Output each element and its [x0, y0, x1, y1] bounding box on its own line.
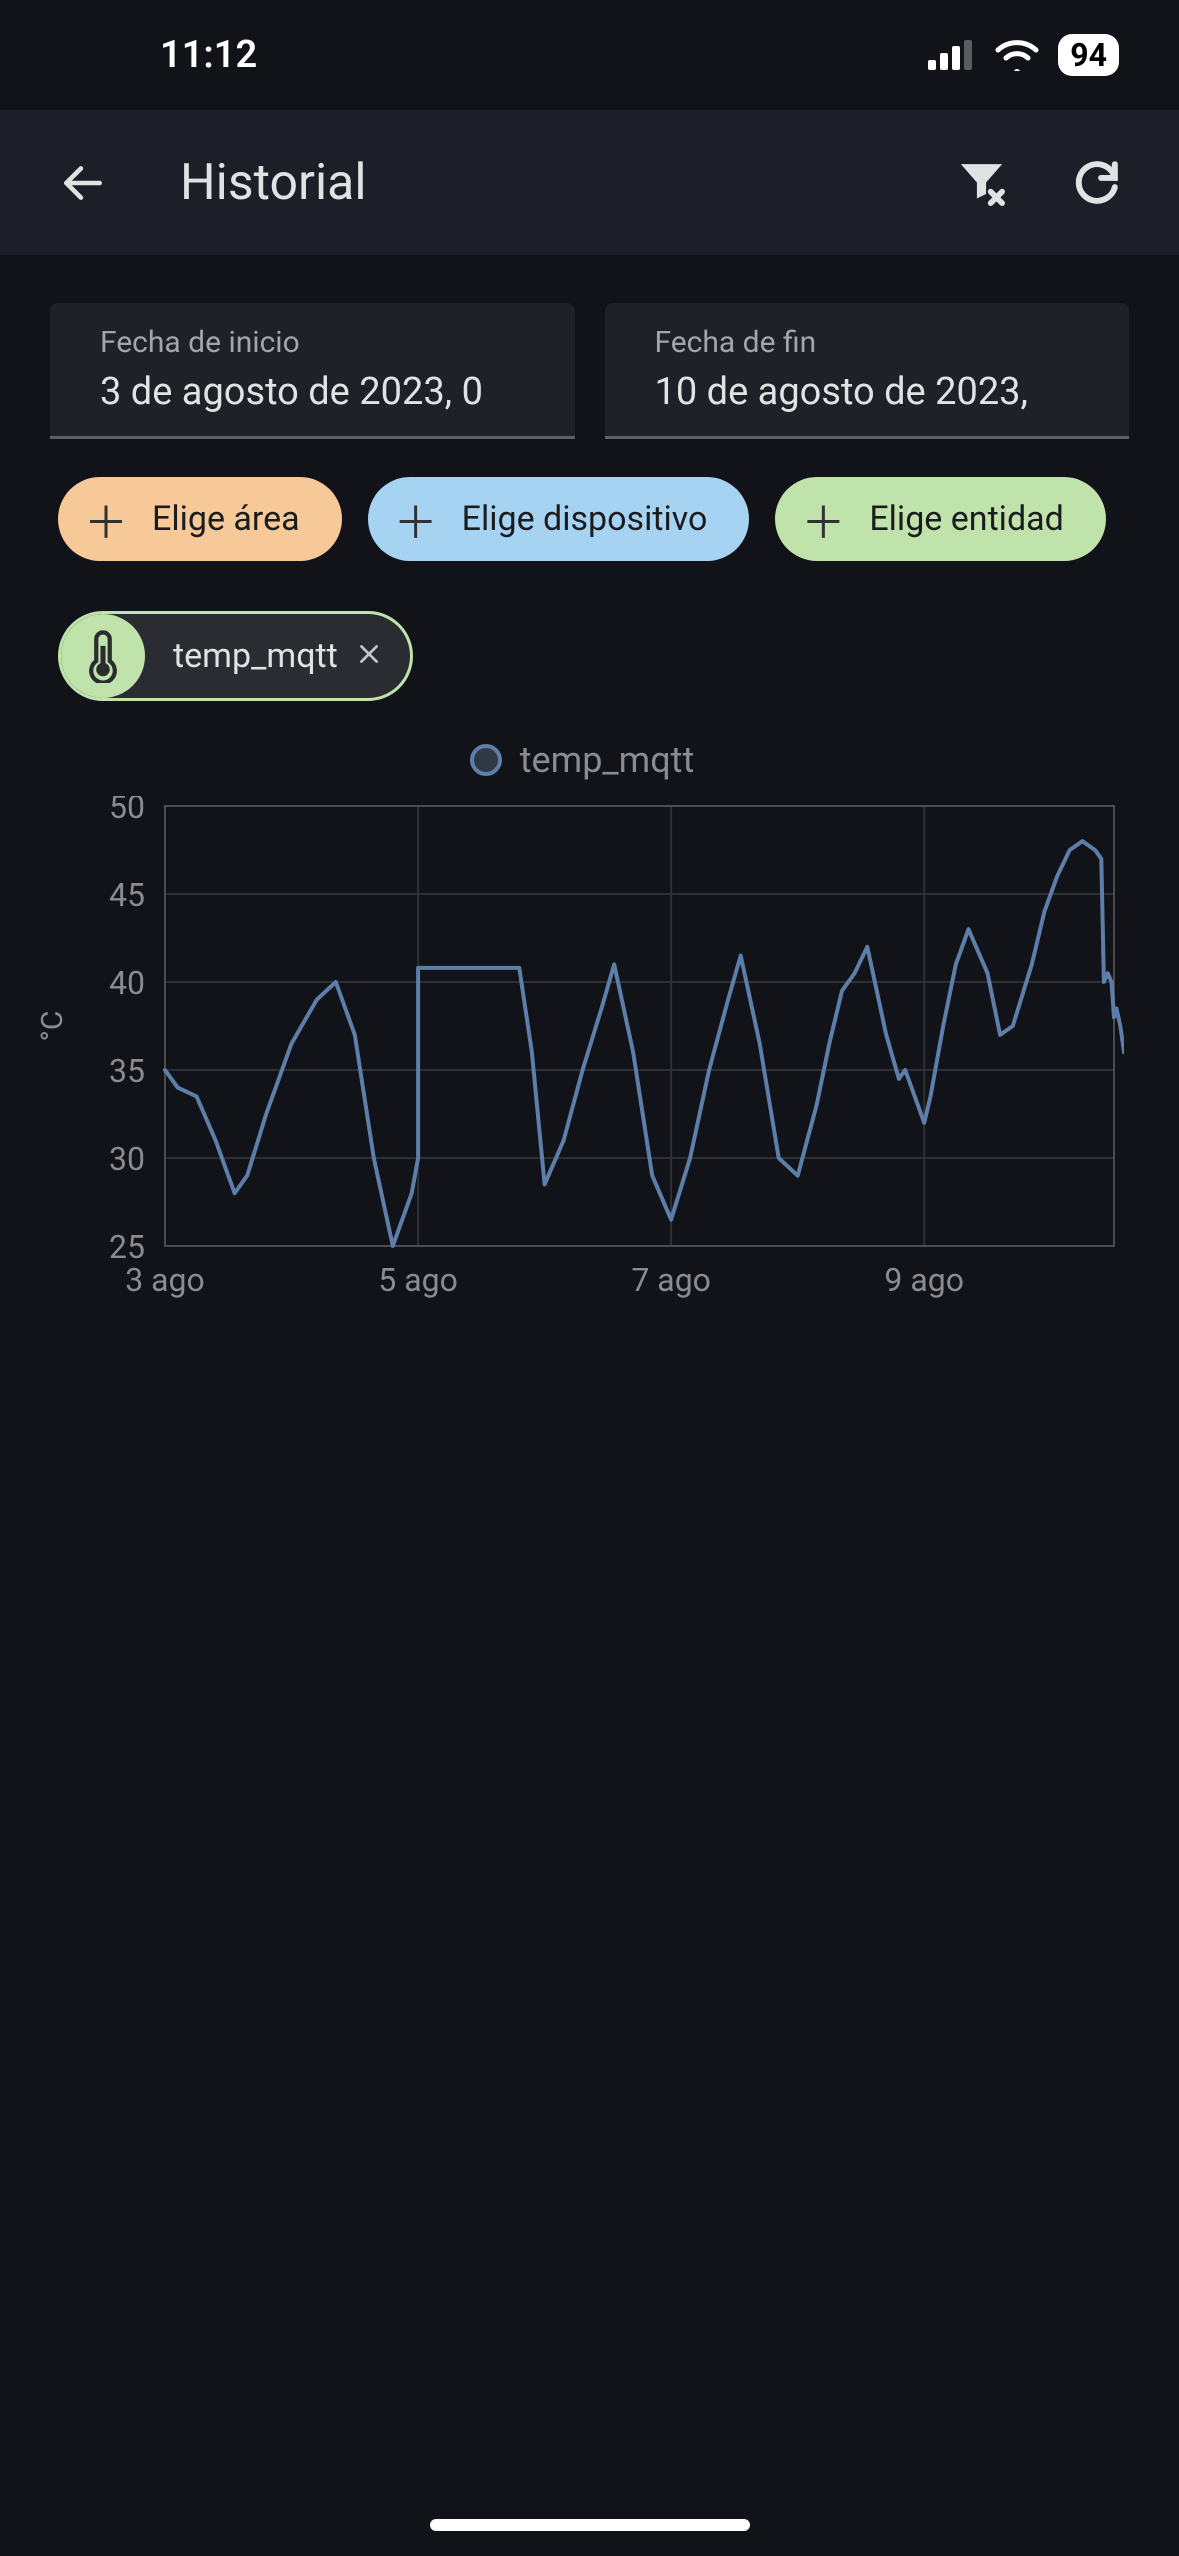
selected-entity-pill[interactable]: temp_mqtt — [58, 611, 413, 701]
add-area-chip[interactable]: ＋ Elige área — [58, 477, 342, 561]
start-date-field[interactable]: Fecha de inicio 3 de agosto de 2023, 0 — [50, 303, 575, 439]
add-entity-chip[interactable]: ＋ Elige entidad — [775, 477, 1105, 561]
app-header: Historial — [0, 110, 1179, 255]
start-date-value: 3 de agosto de 2023, 0 — [100, 370, 545, 414]
status-time: 11:12 — [160, 33, 257, 77]
back-button[interactable] — [55, 155, 110, 210]
date-range-row: Fecha de inicio 3 de agosto de 2023, 0 F… — [0, 255, 1179, 439]
plus-icon: ＋ — [84, 487, 128, 551]
wifi-icon — [994, 39, 1040, 71]
filter-chips: ＋ Elige área ＋ Elige dispositivo ＋ Elige… — [0, 439, 1179, 561]
add-entity-label: Elige entidad — [869, 499, 1063, 539]
svg-text:3 ago: 3 ago — [125, 1261, 205, 1299]
legend-label: temp_mqtt — [520, 739, 694, 781]
svg-text:30: 30 — [109, 1140, 145, 1178]
battery-level: 94 — [1058, 34, 1119, 76]
add-area-label: Elige área — [152, 499, 300, 539]
svg-text:35: 35 — [109, 1052, 145, 1090]
status-bar: 11:12 94 — [0, 0, 1179, 110]
legend-marker — [470, 744, 502, 776]
end-date-label: Fecha de fin — [655, 325, 1100, 360]
plus-icon: ＋ — [394, 487, 438, 551]
chart-wrapper: temp_mqtt 2530354045503 ago5 ago7 ago9 a… — [0, 701, 1179, 1306]
plus-icon: ＋ — [801, 487, 845, 551]
filter-clear-button[interactable] — [954, 155, 1009, 210]
selected-entities: temp_mqtt — [0, 561, 1179, 701]
refresh-button[interactable] — [1069, 155, 1124, 210]
svg-text:50: 50 — [109, 796, 145, 826]
history-line-chart[interactable]: 2530354045503 ago5 ago7 ago9 ago°C — [40, 796, 1124, 1306]
end-date-value: 10 de agosto de 2023, — [655, 370, 1100, 414]
page-title: Historial — [180, 154, 884, 212]
thermometer-icon — [61, 614, 145, 698]
cellular-icon — [928, 40, 976, 70]
end-date-field[interactable]: Fecha de fin 10 de agosto de 2023, — [605, 303, 1130, 439]
svg-text:9 ago: 9 ago — [884, 1261, 964, 1299]
start-date-label: Fecha de inicio — [100, 325, 545, 360]
remove-entity-button[interactable] — [356, 636, 410, 676]
add-device-label: Elige dispositivo — [462, 499, 708, 539]
status-indicators: 94 — [928, 34, 1119, 76]
home-indicator[interactable] — [430, 2519, 750, 2531]
svg-text:5 ago: 5 ago — [378, 1261, 458, 1299]
selected-entity-name: temp_mqtt — [145, 636, 356, 676]
main-content: Fecha de inicio 3 de agosto de 2023, 0 F… — [0, 255, 1179, 1306]
svg-text:40: 40 — [109, 964, 145, 1002]
svg-text:7 ago: 7 ago — [631, 1261, 711, 1299]
svg-text:45: 45 — [109, 876, 145, 914]
chart-legend[interactable]: temp_mqtt — [40, 739, 1124, 781]
svg-text:°C: °C — [40, 1011, 70, 1042]
add-device-chip[interactable]: ＋ Elige dispositivo — [368, 477, 750, 561]
